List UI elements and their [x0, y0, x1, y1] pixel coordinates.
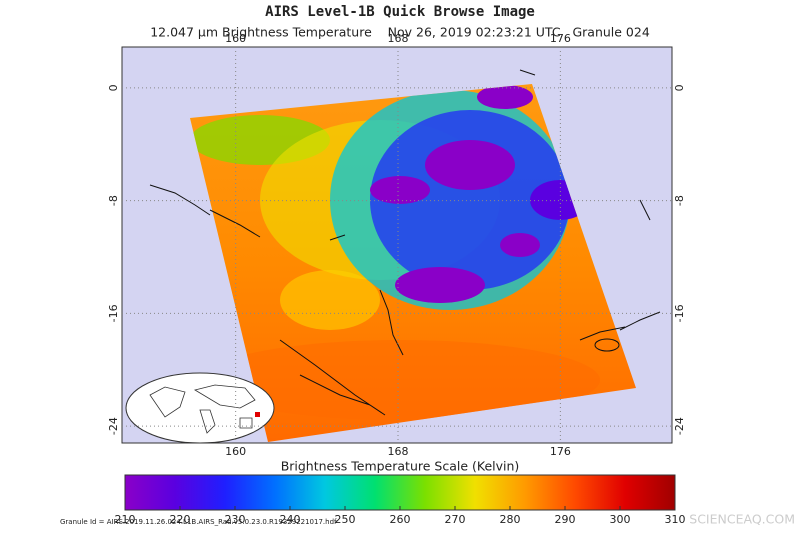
- lon-label-bottom: 160: [225, 445, 246, 458]
- colorbar-tick-label: 310: [665, 513, 686, 526]
- inset-granule-marker: [255, 412, 260, 417]
- lat-label-left: -16: [107, 304, 120, 322]
- lon-label-top: 168: [388, 32, 409, 45]
- inset-continents: [149, 384, 256, 434]
- inset-globe: [125, 372, 275, 443]
- colorbar-tick-label: 260: [390, 513, 411, 526]
- colorbar-tick-label: 220: [170, 513, 191, 526]
- colorbar-tick-label: 210: [115, 513, 136, 526]
- colorbar-tick-label: 250: [335, 513, 356, 526]
- lat-label-left: -8: [107, 195, 120, 206]
- lat-label-right: -16: [673, 304, 686, 322]
- lon-label-top: 176: [550, 32, 571, 45]
- lat-label-right: -8: [673, 195, 686, 206]
- lon-label-top: 160: [225, 32, 246, 45]
- colorbar: [125, 475, 675, 510]
- colorbar-title: Brightness Temperature Scale (Kelvin): [281, 459, 520, 474]
- lat-label-right: -24: [673, 417, 686, 435]
- subtitle: 12.047 μm Brightness Temperature Nov 26,…: [150, 25, 650, 40]
- title: AIRS Level-1B Quick Browse Image: [265, 4, 535, 20]
- colorbar-tick-label: 240: [280, 513, 301, 526]
- coastlines: [149, 69, 661, 416]
- colorbar-tick-label: 270: [445, 513, 466, 526]
- watermark: SCIENCEAQ.COM: [689, 512, 795, 527]
- granule-id: Granule Id = AIRS.2019.11.26.024.L1B.AIR…: [60, 518, 337, 526]
- colorbar-tick-label: 300: [610, 513, 631, 526]
- colorbar-tick-label: 230: [225, 513, 246, 526]
- colorbar-tick-label: 290: [555, 513, 576, 526]
- lat-label-left: -24: [107, 417, 120, 435]
- lat-label-left: 0: [107, 84, 120, 91]
- lon-label-bottom: 176: [550, 445, 571, 458]
- lon-label-bottom: 168: [388, 445, 409, 458]
- colorbar-tick-label: 280: [500, 513, 521, 526]
- lat-label-right: 0: [673, 84, 686, 91]
